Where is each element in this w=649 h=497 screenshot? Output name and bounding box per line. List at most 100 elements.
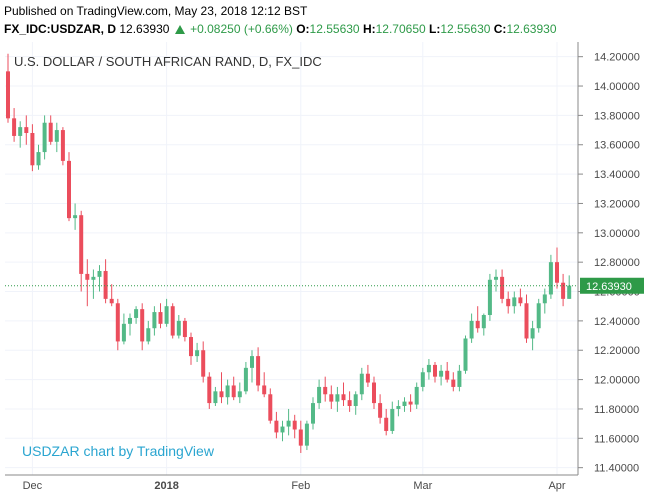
candle-down bbox=[506, 298, 511, 307]
up-arrow-icon bbox=[174, 25, 185, 34]
candle-up bbox=[414, 386, 419, 405]
candle-down bbox=[109, 298, 114, 304]
candle-up bbox=[286, 420, 291, 427]
candle-down bbox=[555, 262, 559, 283]
y-tick-label: 12.00000 bbox=[594, 375, 640, 387]
candle-up bbox=[54, 130, 59, 142]
candle-down bbox=[182, 320, 187, 338]
candle-down bbox=[372, 382, 376, 404]
x-tick-label: Mar bbox=[413, 480, 432, 492]
candle-down bbox=[384, 417, 389, 431]
x-tick-label: 2018 bbox=[154, 480, 178, 492]
candle-up bbox=[152, 312, 157, 329]
candle-down bbox=[85, 273, 90, 280]
candle-up bbox=[457, 370, 462, 387]
candle-up bbox=[317, 386, 322, 404]
y-tick-label: 14.20000 bbox=[594, 52, 640, 64]
candle-up bbox=[195, 350, 200, 357]
candle-up bbox=[463, 338, 468, 371]
y-tick-label: 11.80000 bbox=[594, 404, 639, 416]
plot-area[interactable] bbox=[5, 42, 578, 475]
y-tick-label: 13.00000 bbox=[594, 228, 640, 240]
candle-up bbox=[390, 408, 395, 431]
candle-down bbox=[274, 420, 279, 433]
symbol-label[interactable]: FX_IDC:USDZAR, D bbox=[4, 22, 117, 36]
watermark-link[interactable]: USDZAR chart by TradingView bbox=[22, 443, 215, 459]
x-tick-label: Feb bbox=[291, 480, 310, 492]
candle-down bbox=[201, 350, 206, 377]
candle-down bbox=[268, 394, 273, 421]
y-tick-label: 14.00000 bbox=[594, 81, 640, 93]
candle-up bbox=[91, 276, 96, 280]
candle-up bbox=[97, 270, 102, 277]
candle-down bbox=[219, 391, 224, 398]
candle-down bbox=[30, 133, 35, 166]
high-value: 12.70650 bbox=[375, 22, 426, 36]
candle-down bbox=[24, 127, 29, 134]
candle-down bbox=[561, 282, 566, 299]
price-change: +0.08250 (+0.66%) bbox=[190, 22, 293, 36]
y-tick-label: 12.20000 bbox=[594, 345, 640, 357]
candle-down bbox=[518, 297, 523, 304]
candle-up bbox=[481, 315, 486, 329]
candle-up bbox=[402, 401, 407, 407]
candle-up bbox=[396, 406, 401, 409]
candle-up bbox=[42, 122, 47, 153]
candle-down bbox=[256, 356, 261, 386]
last-price-tag bbox=[580, 277, 644, 294]
low-label: L: bbox=[429, 22, 441, 36]
candle-down bbox=[292, 420, 297, 430]
candle-up bbox=[121, 323, 126, 342]
candle-down bbox=[451, 379, 456, 387]
candle-up bbox=[36, 152, 41, 166]
y-tick-label: 12.40000 bbox=[594, 316, 640, 328]
candle-up bbox=[164, 306, 169, 324]
candle-down bbox=[103, 270, 108, 299]
x-tick-label: Apr bbox=[548, 480, 565, 492]
candle-down bbox=[140, 309, 145, 342]
y-tick-label: 13.40000 bbox=[594, 169, 640, 181]
candle-up bbox=[487, 279, 492, 316]
candle-down bbox=[298, 429, 303, 446]
symbol-header: FX_IDC:USDZAR, D 12.63930 +0.08250 (+0.6… bbox=[4, 22, 557, 36]
candle-down bbox=[207, 376, 212, 404]
candle-down bbox=[60, 130, 65, 161]
candle-down bbox=[341, 394, 346, 401]
candle-down bbox=[231, 385, 236, 398]
candle-down bbox=[475, 320, 480, 329]
candle-up bbox=[469, 320, 474, 339]
published-note: Published on TradingView.com, May 23, 20… bbox=[4, 4, 308, 18]
candle-down bbox=[524, 303, 529, 339]
candle-up bbox=[146, 328, 151, 342]
candle-up bbox=[304, 423, 309, 446]
candle-down bbox=[115, 303, 120, 342]
last-price-tag-label: 12.63930 bbox=[586, 281, 632, 293]
high-label: H: bbox=[362, 22, 376, 36]
candle-up bbox=[359, 373, 364, 395]
candle-down bbox=[12, 118, 17, 136]
candle-up bbox=[280, 426, 285, 433]
y-tick-label: 13.60000 bbox=[594, 140, 640, 152]
candle-down bbox=[189, 337, 193, 357]
candle-down bbox=[262, 385, 267, 395]
y-tick-label: 13.20000 bbox=[594, 198, 640, 210]
y-tick-label: 11.60000 bbox=[594, 433, 639, 445]
candle-up bbox=[335, 394, 340, 402]
candle-down bbox=[329, 394, 334, 402]
candle-down bbox=[378, 403, 383, 418]
x-tick-label: Dec bbox=[23, 480, 43, 492]
candle-down bbox=[433, 364, 437, 377]
candle-up bbox=[225, 385, 230, 398]
candle-up bbox=[439, 370, 444, 377]
open-value: 12.55630 bbox=[309, 22, 360, 36]
candle-up bbox=[134, 309, 139, 318]
candle-up bbox=[420, 372, 425, 387]
candle-up bbox=[243, 367, 248, 392]
open-label: O: bbox=[296, 22, 310, 36]
last-price: 12.63930 bbox=[119, 22, 170, 36]
candle-up bbox=[128, 317, 132, 324]
y-tick-label: 12.80000 bbox=[594, 257, 640, 269]
close-label: C: bbox=[493, 22, 507, 36]
candle-down bbox=[365, 373, 370, 383]
